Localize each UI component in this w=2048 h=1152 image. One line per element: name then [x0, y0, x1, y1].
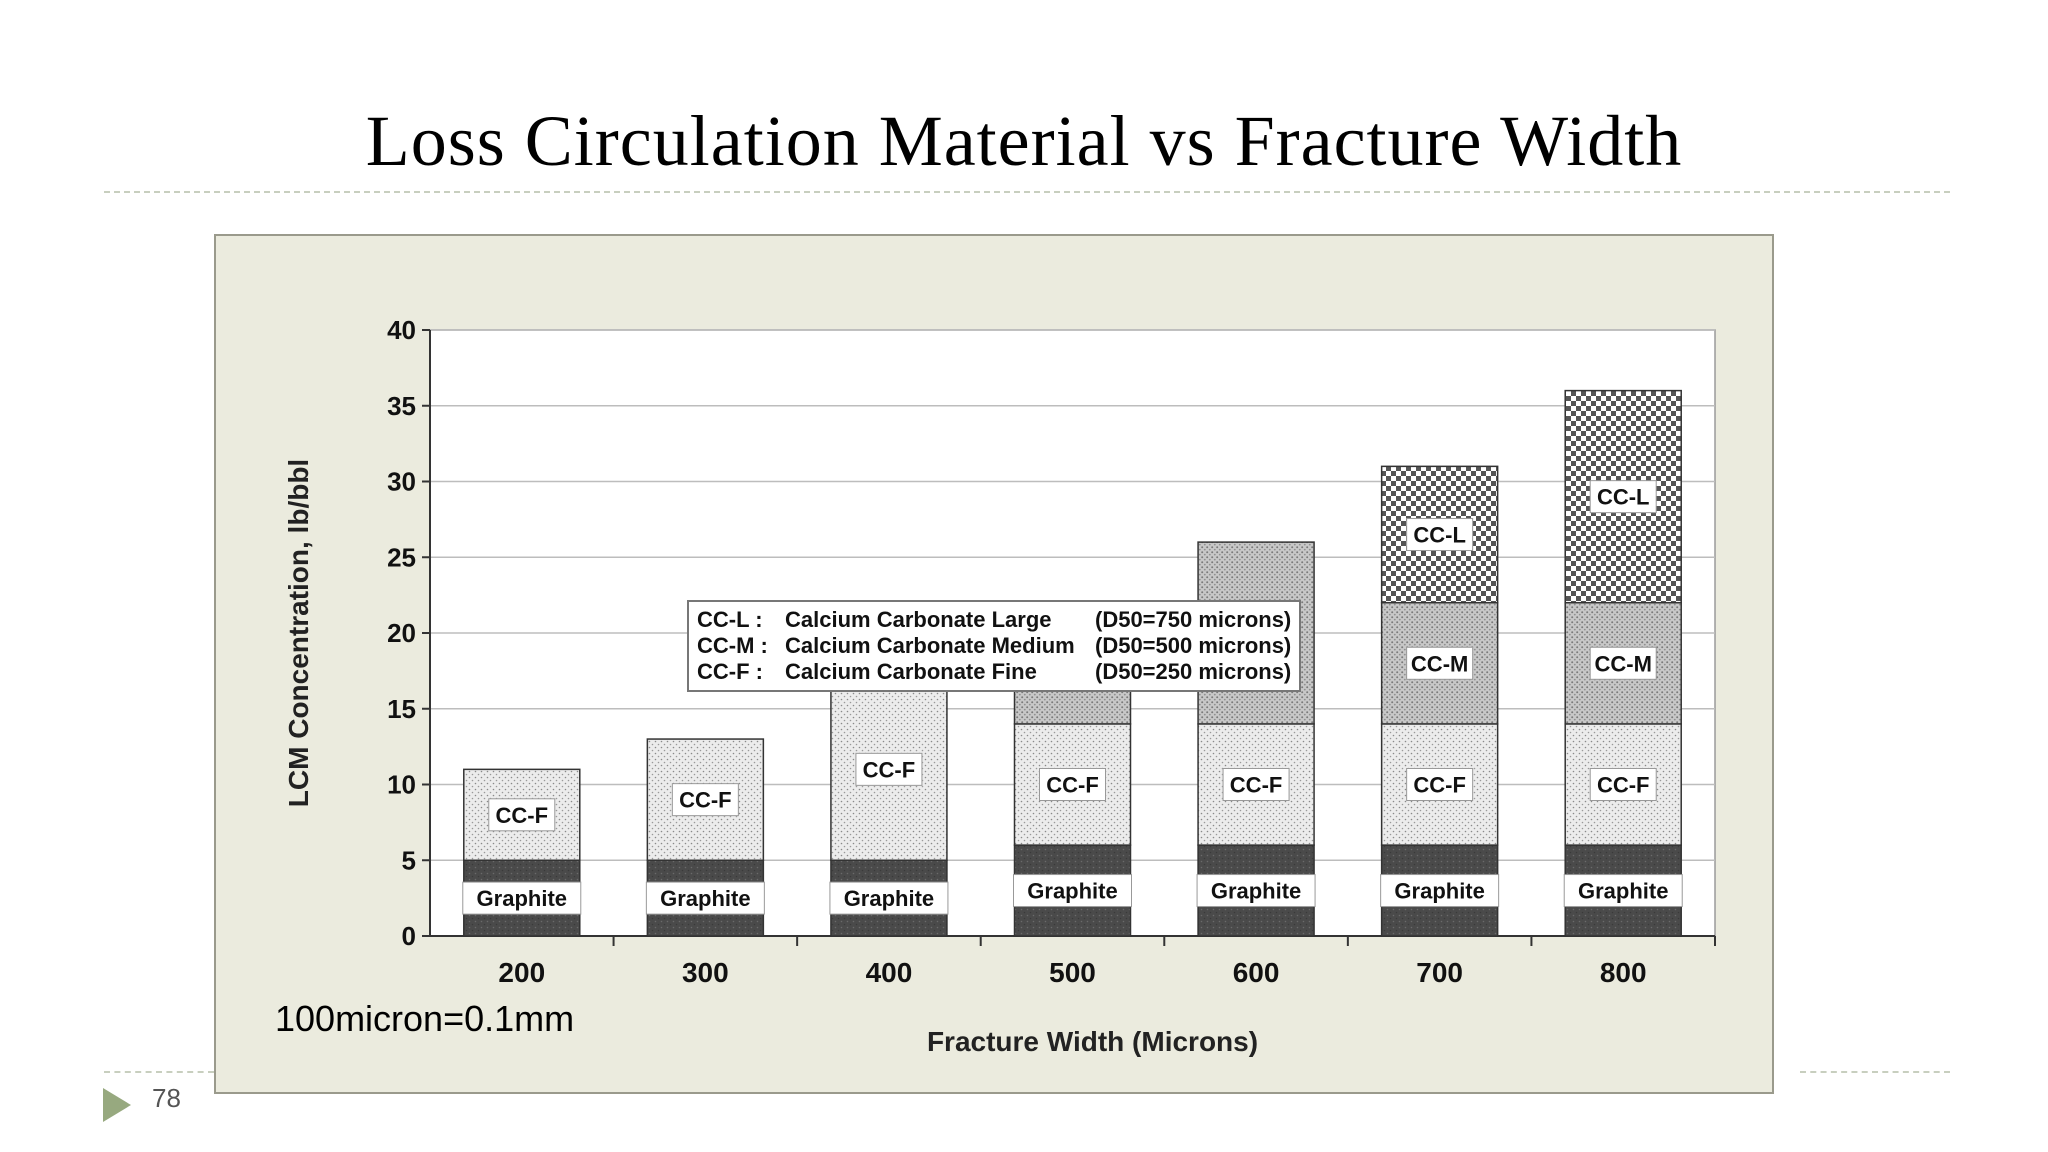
- segment-label-box: [1406, 646, 1474, 680]
- segment-label: CC-F: [496, 803, 549, 828]
- legend-code: CC-L :: [697, 607, 763, 632]
- legend-row-cc-m: CC-M : Calcium Carbonate Medium (D50=500 m…: [697, 633, 1291, 659]
- y-axis-title: LCM Concentration, lb/bbl: [283, 459, 314, 807]
- segment-label-box: [855, 752, 923, 786]
- legend-name: Calcium Carbonate Fine: [785, 659, 1037, 684]
- x-tick-label: 400: [866, 957, 913, 988]
- segment-label: CC-F: [863, 757, 916, 782]
- x-tick-label: 800: [1600, 957, 1647, 988]
- segment-label-box: [1039, 768, 1106, 801]
- segment-label: CC-L: [1597, 485, 1650, 510]
- x-tick-label: 600: [1233, 957, 1280, 988]
- segment-label-box: [1589, 646, 1657, 680]
- segment-label-box: [1563, 874, 1683, 908]
- segment-label-box: [1380, 874, 1500, 908]
- x-tick-label: 700: [1416, 957, 1463, 988]
- legend-name: Calcium Carbonate Medium: [785, 633, 1075, 658]
- segment-label-box: [671, 783, 739, 817]
- segment-label-box: [1406, 768, 1474, 801]
- y-tick-label: 40: [387, 315, 416, 345]
- segment-label: CC-F: [1230, 773, 1283, 798]
- segment-label: CC-F: [679, 788, 732, 813]
- segment-label: Graphite: [844, 886, 934, 911]
- legend-code: CC-F :: [697, 659, 763, 684]
- segment-label: Graphite: [660, 886, 750, 911]
- legend-d50: (D50=250 microns): [1095, 659, 1292, 684]
- segment-label: CC-F: [1413, 773, 1466, 798]
- segment-label-box: [488, 798, 556, 832]
- play-arrow-icon[interactable]: [103, 1088, 131, 1122]
- page-number: 78: [152, 1083, 181, 1113]
- segment-label: CC-L: [1413, 523, 1466, 548]
- y-tick-label: 5: [402, 845, 416, 875]
- y-tick-label: 25: [387, 542, 416, 572]
- segment-label: Graphite: [1394, 879, 1484, 904]
- segment-label: Graphite: [1211, 879, 1301, 904]
- y-tick-label: 30: [387, 467, 416, 497]
- segment-label-box: [1196, 874, 1316, 908]
- segment-label: CC-F: [1597, 773, 1650, 798]
- footer-divider-left: [104, 1071, 214, 1073]
- title-divider: [104, 191, 1950, 193]
- legend-row-cc-l: CC-L : Calcium Carbonate Large (D50=750 mi…: [697, 607, 1291, 633]
- segment-label-box: [1406, 518, 1474, 552]
- segment-label: Graphite: [1578, 879, 1668, 904]
- y-tick-label: 10: [387, 770, 416, 800]
- legend-d50: (D50=500 microns): [1095, 633, 1292, 658]
- segment-label-box: [1222, 768, 1290, 801]
- chart-panel: 0 5 10 15 20 25 30 35 40 Graphite CC-F 200 Graphite C…: [214, 234, 1774, 1094]
- legend-name: Calcium Carbonate Large: [785, 607, 1052, 632]
- x-tick-label: 500: [1049, 957, 1096, 988]
- y-tick-label: 35: [387, 391, 416, 421]
- stacked-bar-chart: 0 5 10 15 20 25 30 35 40 Graphite CC-F 200 Graphite C…: [283, 315, 1716, 1057]
- segment-label-box: [645, 881, 765, 915]
- slide-title: Loss Circulation Material vs Fracture Wi…: [365, 101, 1683, 181]
- y-tick-label: 20: [387, 618, 416, 648]
- segment-label: Graphite: [477, 886, 567, 911]
- segment-label-box: [1589, 480, 1657, 514]
- unit-conversion-note: 100micron=0.1mm: [275, 998, 575, 1039]
- segment-label-box: [462, 881, 582, 915]
- y-tick-label: 0: [402, 921, 416, 951]
- x-tick-label: 200: [498, 957, 545, 988]
- segment-label-box: [1013, 874, 1132, 908]
- footer-divider-right: [1800, 1071, 1950, 1073]
- legend-d50: (D50=750 microns): [1095, 607, 1292, 632]
- segment-label: CC-F: [1046, 773, 1099, 798]
- legend-code: CC-M :: [697, 633, 768, 658]
- chart-legend: CC-L : Calcium Carbonate Large (D50=750 mi…: [687, 600, 1302, 692]
- x-tick-label: 300: [682, 957, 729, 988]
- x-axis-title: Fracture Width (Microns): [927, 1026, 1258, 1057]
- segment-label: Graphite: [1027, 879, 1117, 904]
- segment-label: CC-M: [1411, 651, 1468, 676]
- bar-segment-cc-f: [1197, 723, 1315, 846]
- legend-row-cc-f: CC-F : Calcium Carbonate Fine (D50=250 mic…: [697, 659, 1291, 685]
- segment-label-box: [829, 881, 949, 915]
- segment-label-box: [1589, 768, 1657, 801]
- y-tick-label: 15: [387, 694, 416, 724]
- segment-label: CC-M: [1594, 651, 1651, 676]
